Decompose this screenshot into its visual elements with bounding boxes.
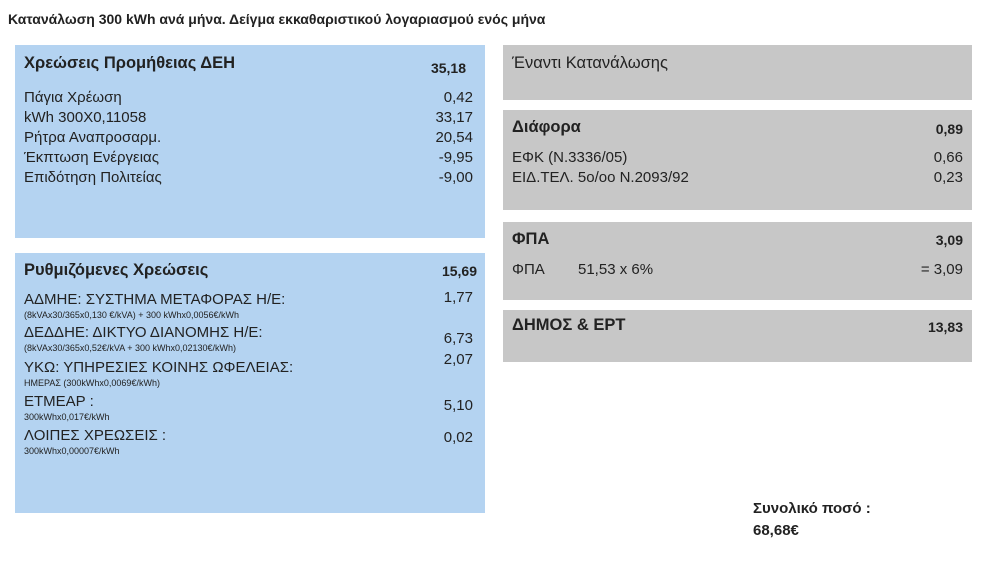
item-label: ΔΕΔΔΗΕ: ΔΙΚΤΥΟ ΔΙΑΝΟΜΗΣ Η/Ε: — [24, 324, 263, 341]
item-value: 20,54 — [435, 129, 473, 146]
item-value: -9,95 — [438, 149, 473, 166]
total: 13,83 — [927, 319, 963, 335]
item-note: 300kWhx0,00007€/kWh — [24, 446, 120, 456]
heading: ΦΠΑ — [512, 230, 550, 248]
regulated-box — [15, 253, 485, 513]
result: = 3,09 — [920, 261, 963, 278]
item-note: 300kWhx0,017€/kWh — [24, 412, 110, 422]
item-label: Πάγια Χρέωση — [24, 89, 122, 106]
vat-box — [503, 222, 972, 300]
heading: ΔΗΜΟΣ & ΕΡΤ — [512, 316, 626, 334]
supply-box — [15, 45, 485, 238]
heading: Χρεώσεις Προμήθειας ΔΕΗ — [24, 54, 236, 72]
item-label: ΕΦΚ (Ν.3336/05) — [512, 149, 628, 166]
total: 0,89 — [935, 121, 963, 137]
item-value: 2,07 — [443, 351, 473, 368]
item-note: (8kVAx30/365x0,130 €/kVA) + 300 kWhx0,00… — [24, 310, 240, 320]
item-value: 1,77 — [443, 289, 473, 306]
item-label: ΥΚΩ: ΥΠΗΡΕΣΙΕΣ ΚΟΙΝΗΣ ΩΦΕΛΕΙΑΣ: — [24, 359, 294, 376]
item-label: ΑΔΜΗΕ: ΣΥΣΤΗΜΑ ΜΕΤΑΦΟΡΑΣ Η/Ε: — [24, 291, 286, 308]
title: Κατανάλωση 300 kWh ανά μήνα. Δείγμα εκκα… — [8, 11, 546, 27]
item-label: ΕΙΔ.ΤΕΛ. 5ο/οο Ν.2093/92 — [512, 169, 689, 186]
total: 15,69 — [441, 263, 477, 279]
item-value: 0,42 — [443, 89, 473, 106]
heading: Διάφορα — [512, 118, 581, 136]
item-value: 0,66 — [933, 149, 963, 166]
total: 3,09 — [935, 232, 963, 248]
item-value: 0,23 — [933, 169, 963, 186]
item-label: Επιδότηση Πολιτείας — [24, 169, 162, 186]
difference-box — [503, 110, 972, 210]
heading: Έναντι Κατανάλωσης — [512, 54, 668, 72]
item-value: 0,02 — [443, 429, 473, 446]
label: ΦΠΑ — [512, 261, 545, 278]
grand-total-label: Συνολικό ποσό : — [753, 500, 871, 517]
grand-total-value: 68,68€ — [753, 522, 799, 539]
item-label: kWh 300X0,11058 — [24, 109, 147, 126]
item-value: 6,73 — [443, 330, 473, 347]
item-label: Ρήτρα Αναπροσαρμ. — [24, 129, 162, 146]
item-label: ΕΤΜΕΑΡ : — [24, 393, 94, 410]
item-label: ΛΟΙΠΕΣ ΧΡΕΩΣΕΙΣ : — [24, 427, 167, 444]
item-value: 5,10 — [443, 397, 473, 414]
item-note: ΗΜΕΡΑΣ (300kWhx0,0069€/kWh) — [24, 378, 160, 388]
item-value: -9,00 — [438, 169, 473, 186]
formula: 51,53 x 6% — [578, 261, 654, 278]
consumption-box — [503, 45, 972, 100]
item-label: Έκπτωση Ενέργειας — [24, 149, 159, 166]
item-note: (8kVAx30/365x0,52€/kVA + 300 kWhx0,02130… — [24, 343, 237, 353]
total: 35,18 — [430, 60, 466, 76]
item-value: 33,17 — [435, 109, 473, 126]
heading: Ρυθμιζόμενες Χρεώσεις — [24, 261, 209, 279]
municipal-box — [503, 310, 972, 362]
